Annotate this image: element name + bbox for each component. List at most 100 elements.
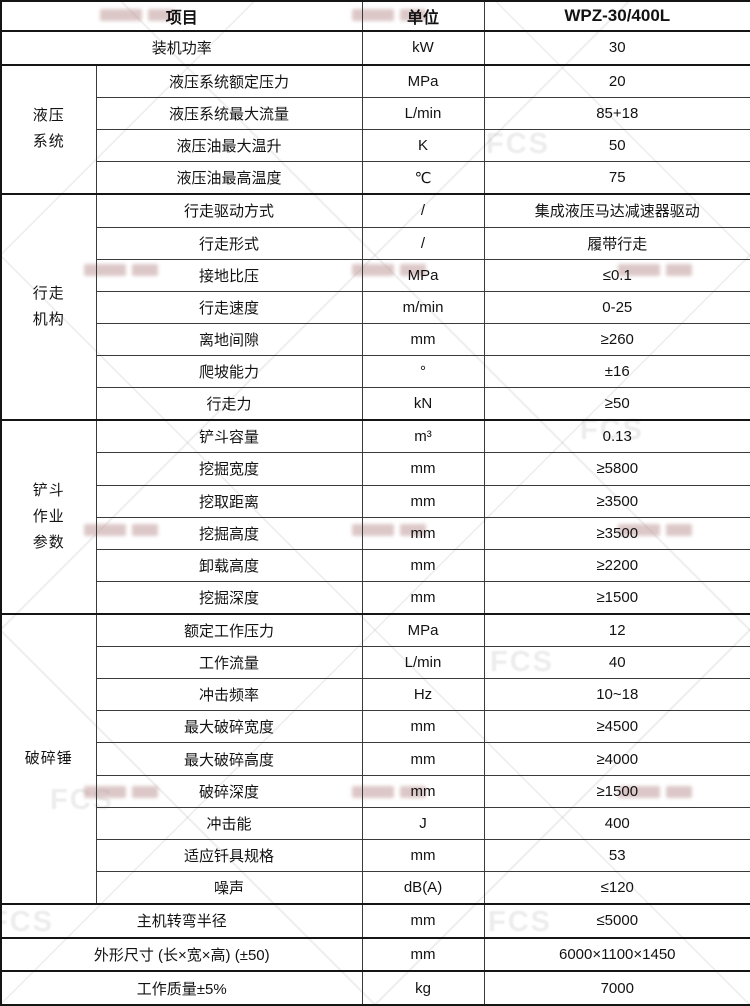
unit-cell: ℃ bbox=[361, 160, 485, 195]
table-row: 离地间隙 mm ≥260 bbox=[1, 322, 750, 356]
unit-cell: Hz bbox=[361, 678, 485, 712]
row-label-cell: 外形尺寸 (长×宽×高) (±50) bbox=[0, 936, 363, 972]
unit-cell: mm bbox=[361, 452, 485, 486]
row-label-cell: 铲斗容量 bbox=[95, 419, 363, 454]
table-row: 冲击能 J 400 bbox=[1, 806, 750, 840]
unit-cell: / bbox=[361, 193, 485, 228]
row-label-cell: 行走驱动方式 bbox=[95, 193, 363, 228]
table-row: 最大破碎宽度 mm ≥4500 bbox=[1, 710, 750, 744]
table-row: 挖掘深度 mm ≥1500 bbox=[1, 580, 750, 615]
table-row: 适应钎具规格 mm 53 bbox=[1, 838, 750, 872]
row-label-cell: 液压油最高温度 bbox=[95, 160, 363, 195]
row-label-cell: 液压系统最大流量 bbox=[95, 96, 363, 130]
table-row: 爬坡能力 ° ±16 bbox=[1, 354, 750, 388]
row-label-cell: 挖掘宽度 bbox=[95, 452, 363, 486]
value-cell: ≥3500 bbox=[483, 484, 750, 518]
value-cell: 12 bbox=[483, 613, 750, 648]
value-cell: 30 bbox=[483, 30, 750, 66]
unit-cell: m/min bbox=[361, 290, 485, 324]
value-cell: 0.13 bbox=[483, 419, 750, 454]
header-model-label: WPZ-30/400L bbox=[483, 0, 750, 32]
row-label-cell: 接地比压 bbox=[95, 258, 363, 292]
row-label-cell: 冲击能 bbox=[95, 806, 363, 840]
table-row: 噪声 dB(A) ≤120 bbox=[1, 870, 750, 905]
row-label-cell: 行走速度 bbox=[95, 290, 363, 324]
value-cell: 75 bbox=[483, 160, 750, 195]
value-cell: 7000 bbox=[483, 970, 750, 1006]
row-label-cell: 装机功率 bbox=[0, 30, 363, 66]
value-cell: ≥50 bbox=[483, 386, 750, 421]
value-cell: 6000×1100×1450 bbox=[483, 936, 750, 972]
row-label-cell: 额定工作压力 bbox=[95, 613, 363, 648]
value-cell: ≤5000 bbox=[483, 903, 750, 939]
table-row: 卸载高度 mm ≥2200 bbox=[1, 548, 750, 582]
table-row: 行走速度 m/min 0-25 bbox=[1, 290, 750, 324]
unit-cell: mm bbox=[361, 936, 485, 972]
unit-cell: L/min bbox=[361, 646, 485, 680]
table-row: 挖掘高度 mm ≥3500 bbox=[1, 516, 750, 550]
unit-cell: kg bbox=[361, 970, 485, 1006]
value-cell: ≥4000 bbox=[483, 742, 750, 776]
table-row: 行走形式 / 履带行走 bbox=[1, 226, 750, 260]
unit-cell: m³ bbox=[361, 419, 485, 454]
group-cell-bucket-parameters: 铲斗作业参数 bbox=[0, 419, 97, 615]
value-cell: ≥3500 bbox=[483, 516, 750, 550]
unit-cell: mm bbox=[361, 548, 485, 582]
row-label-cell: 离地间隙 bbox=[95, 322, 363, 356]
group-label: 破碎锤 bbox=[24, 749, 73, 767]
value-cell: 0-25 bbox=[483, 290, 750, 324]
row-label-cell: 工作流量 bbox=[95, 646, 363, 680]
unit-cell: MPa bbox=[361, 258, 485, 292]
table-row: 液压油最大温升 K 50 bbox=[1, 128, 750, 162]
table-row: 液压系统 液压系统额定压力 MPa 20 bbox=[0, 63, 750, 195]
value-cell: 20 bbox=[483, 63, 750, 98]
table-row: 破碎锤 额定工作压力 MPa 12 bbox=[0, 612, 750, 905]
table-row: 冲击频率 Hz 10~18 bbox=[1, 678, 750, 712]
row-label-cell: 最大破碎高度 bbox=[95, 742, 363, 776]
group-cell-hydraulic-system: 液压系统 bbox=[0, 63, 97, 195]
value-cell: 50 bbox=[483, 128, 750, 162]
value-cell: ≥2200 bbox=[483, 548, 750, 582]
table-row: 铲斗作业参数 铲斗容量 m³ 0.13 bbox=[0, 419, 750, 615]
value-cell: ≥260 bbox=[483, 322, 750, 356]
value-cell: 10~18 bbox=[483, 678, 750, 712]
table-row: 装机功率 kW 30 bbox=[0, 30, 750, 66]
unit-cell: mm bbox=[361, 580, 485, 615]
table-row: 行走机构 行走驱动方式 / 集成液压马达减速器驱动 bbox=[0, 193, 750, 421]
unit-cell: ° bbox=[361, 354, 485, 388]
unit-cell: kW bbox=[361, 30, 485, 66]
unit-cell: mm bbox=[361, 838, 485, 872]
unit-cell: K bbox=[361, 128, 485, 162]
table-row: 接地比压 MPa ≤0.1 bbox=[1, 258, 750, 292]
unit-cell: kN bbox=[361, 386, 485, 421]
value-cell: 履带行走 bbox=[483, 226, 750, 260]
group-cell-travel-mechanism: 行走机构 bbox=[0, 193, 97, 421]
row-label-cell: 适应钎具规格 bbox=[95, 838, 363, 872]
group-label: 液压系统 bbox=[32, 107, 65, 151]
group-label: 铲斗作业参数 bbox=[32, 481, 65, 552]
table-row: 挖掘宽度 mm ≥5800 bbox=[1, 452, 750, 486]
value-cell: ±16 bbox=[483, 354, 750, 388]
table-row: 行走力 kN ≥50 bbox=[1, 386, 750, 421]
value-cell: ≥5800 bbox=[483, 452, 750, 486]
table-header-row: 项目 单位 WPZ-30/400L bbox=[0, 0, 750, 32]
table-row: 液压油最高温度 ℃ 75 bbox=[1, 160, 750, 195]
row-label-cell: 挖掘高度 bbox=[95, 516, 363, 550]
unit-cell: mm bbox=[361, 710, 485, 744]
row-label-cell: 液压系统额定压力 bbox=[95, 63, 363, 98]
value-cell: ≤120 bbox=[483, 870, 750, 905]
unit-cell: / bbox=[361, 226, 485, 260]
row-label-cell: 卸载高度 bbox=[95, 548, 363, 582]
value-cell: 集成液压马达减速器驱动 bbox=[483, 193, 750, 228]
row-label-cell: 工作质量±5% bbox=[0, 970, 363, 1006]
table-row: 主机转弯半径 mm ≤5000 bbox=[0, 903, 750, 939]
unit-cell: MPa bbox=[361, 613, 485, 648]
group-cell-breaker-hammer: 破碎锤 bbox=[0, 612, 97, 905]
unit-cell: mm bbox=[361, 774, 485, 808]
value-cell: 400 bbox=[483, 806, 750, 840]
header-unit-label: 单位 bbox=[361, 0, 485, 32]
table-row: 最大破碎高度 mm ≥4000 bbox=[1, 742, 750, 776]
table-row: 液压系统最大流量 L/min 85+18 bbox=[1, 96, 750, 130]
